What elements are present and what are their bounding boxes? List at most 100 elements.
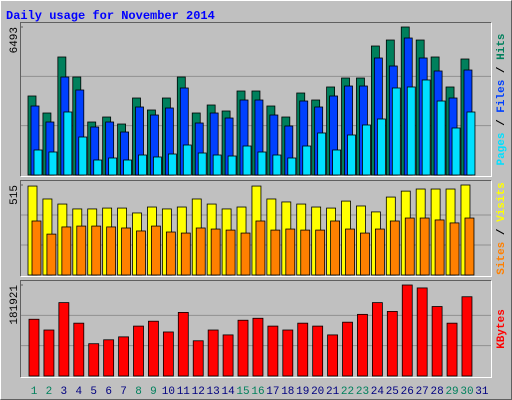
x-tick-label: 21 (326, 386, 340, 398)
bar (252, 317, 264, 377)
bar (106, 226, 117, 276)
legend: Sites / Visits (496, 182, 508, 274)
bar (31, 220, 42, 276)
x-tick-label: 1 (31, 386, 38, 398)
bar (78, 136, 88, 176)
legend-entry: Pages (496, 133, 508, 166)
x-tick-label: 31 (475, 386, 489, 398)
plot-edge-light (20, 180, 492, 277)
legend-separator: / (496, 60, 508, 80)
x-tick-label: 23 (356, 386, 369, 398)
x-tick-label: 29 (445, 386, 458, 398)
bar (449, 222, 460, 276)
x-tick-label: 7 (120, 386, 127, 398)
bar (225, 229, 236, 276)
bar (282, 329, 294, 377)
bar (270, 229, 281, 276)
bar (342, 321, 353, 377)
bar (315, 229, 326, 276)
bar (312, 325, 324, 377)
bar (148, 320, 159, 377)
bar (436, 100, 446, 176)
plot-edge-light (20, 280, 492, 378)
bar (28, 318, 40, 377)
bar (327, 334, 339, 377)
bar (33, 149, 43, 176)
bar (93, 159, 103, 176)
bar (416, 287, 428, 377)
x-tick-label: 28 (431, 386, 444, 398)
x-tick-label: 19 (296, 386, 309, 398)
bar (177, 311, 189, 377)
x-tick-label: 10 (162, 386, 175, 398)
bar (182, 144, 192, 176)
bar (165, 231, 176, 276)
y-tick-label: 6493 (9, 27, 21, 53)
x-tick-label: 4 (75, 386, 82, 398)
bar (451, 127, 461, 176)
bar (162, 331, 174, 377)
bar (357, 313, 368, 377)
bar (287, 157, 297, 176)
bar (197, 152, 207, 176)
x-tick-label: 20 (311, 386, 324, 398)
bar (108, 157, 118, 176)
bar (58, 302, 70, 377)
x-tick-label: 30 (460, 386, 473, 398)
bar (151, 225, 161, 276)
legend-entry: KBytes (496, 309, 508, 349)
bar (136, 230, 146, 276)
x-tick-label: 9 (150, 386, 157, 398)
bar (297, 322, 309, 377)
bar (401, 284, 413, 377)
bar (360, 232, 370, 276)
bar (73, 322, 85, 377)
bar (180, 232, 191, 276)
bar (446, 322, 458, 377)
bar (386, 311, 398, 377)
x-tick-label: 22 (341, 386, 354, 398)
bar (391, 87, 401, 176)
chart-title: Daily usage for November 2014 (6, 9, 215, 23)
bar (371, 302, 383, 377)
bar (242, 145, 252, 176)
bar (347, 134, 356, 176)
legend-separator: / (496, 113, 508, 133)
bar (227, 155, 237, 176)
x-tick-label: 26 (401, 386, 414, 398)
bar (88, 343, 100, 377)
x-tick-label: 17 (266, 386, 279, 398)
x-tick-label: 11 (177, 386, 191, 398)
legend-entry: Files (496, 80, 508, 113)
bar (434, 219, 445, 276)
bar (237, 319, 249, 377)
bar (121, 227, 131, 276)
x-tick-label: 6 (105, 386, 112, 398)
bar (138, 154, 147, 176)
legend-entry: Sites (496, 242, 508, 275)
x-tick-label: 8 (135, 386, 142, 398)
bar (285, 228, 296, 276)
x-tick-label: 15 (236, 386, 249, 398)
x-tick-label: 24 (371, 386, 385, 398)
bar (195, 227, 206, 276)
x-tick-label: 5 (90, 386, 97, 398)
bar (374, 228, 385, 276)
bar (63, 111, 73, 176)
plot-edge-dark (20, 180, 492, 277)
bar (300, 229, 311, 276)
y-tick-label: 515 (9, 185, 21, 205)
bar (406, 86, 416, 176)
x-tick-label: 14 (221, 386, 235, 398)
bar (302, 145, 312, 176)
x-tick-label: 16 (251, 386, 264, 398)
bar (192, 340, 204, 377)
bar (255, 220, 266, 276)
bar (167, 153, 177, 176)
bar (43, 329, 55, 377)
bar (419, 217, 430, 276)
bar (267, 325, 279, 377)
bar (153, 156, 162, 176)
